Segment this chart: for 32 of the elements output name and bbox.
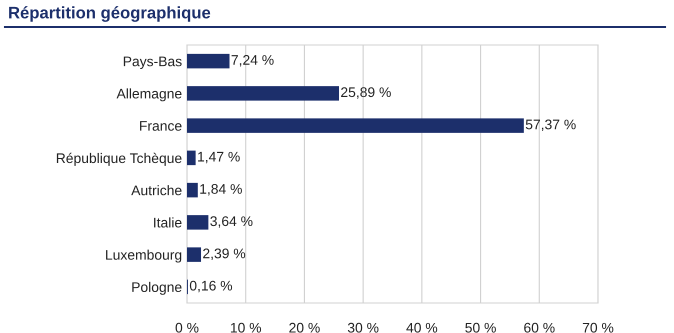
y-tick-label: Pologne xyxy=(132,282,182,295)
x-tick-label: 10 % xyxy=(230,322,262,333)
bar xyxy=(187,118,524,133)
data-label: 2,39 % xyxy=(203,248,246,260)
x-tick-label: 30 % xyxy=(348,322,378,333)
data-label: 7,24 % xyxy=(232,55,274,66)
data-label: 1,84 % xyxy=(200,184,242,196)
data-label: 25,89 % xyxy=(341,87,391,99)
chart-title: Répartition géographique xyxy=(9,6,210,22)
y-tick-label: Allemagne xyxy=(116,88,182,102)
bar xyxy=(187,215,208,230)
x-tick-label: 50 % xyxy=(465,322,496,333)
bar xyxy=(187,150,196,166)
bar xyxy=(187,54,230,68)
x-tick-label: 40 % xyxy=(406,322,438,333)
y-tick-label: France xyxy=(140,121,182,131)
y-tick-label: République Tchèque xyxy=(56,152,182,166)
y-tick-label: Luxembourg xyxy=(106,250,182,263)
bar xyxy=(187,86,340,101)
data-label: 1,47 % xyxy=(198,152,240,164)
x-tick-label: 70 % xyxy=(582,322,614,333)
y-tick-label: Pays-Bas xyxy=(124,56,182,70)
bar xyxy=(187,247,202,262)
y-tick-label: Autriche xyxy=(131,185,182,196)
x-tick-label: 0 % xyxy=(176,322,198,333)
data-label: 0,16 % xyxy=(190,280,232,292)
x-tick-label: 20 % xyxy=(289,322,320,333)
data-label: 3,64 % xyxy=(210,216,253,228)
data-label: 57,37 % xyxy=(526,120,576,131)
y-tick-label: Italie xyxy=(154,217,182,228)
x-tick-label: 60 % xyxy=(524,322,555,333)
bar xyxy=(187,182,198,198)
